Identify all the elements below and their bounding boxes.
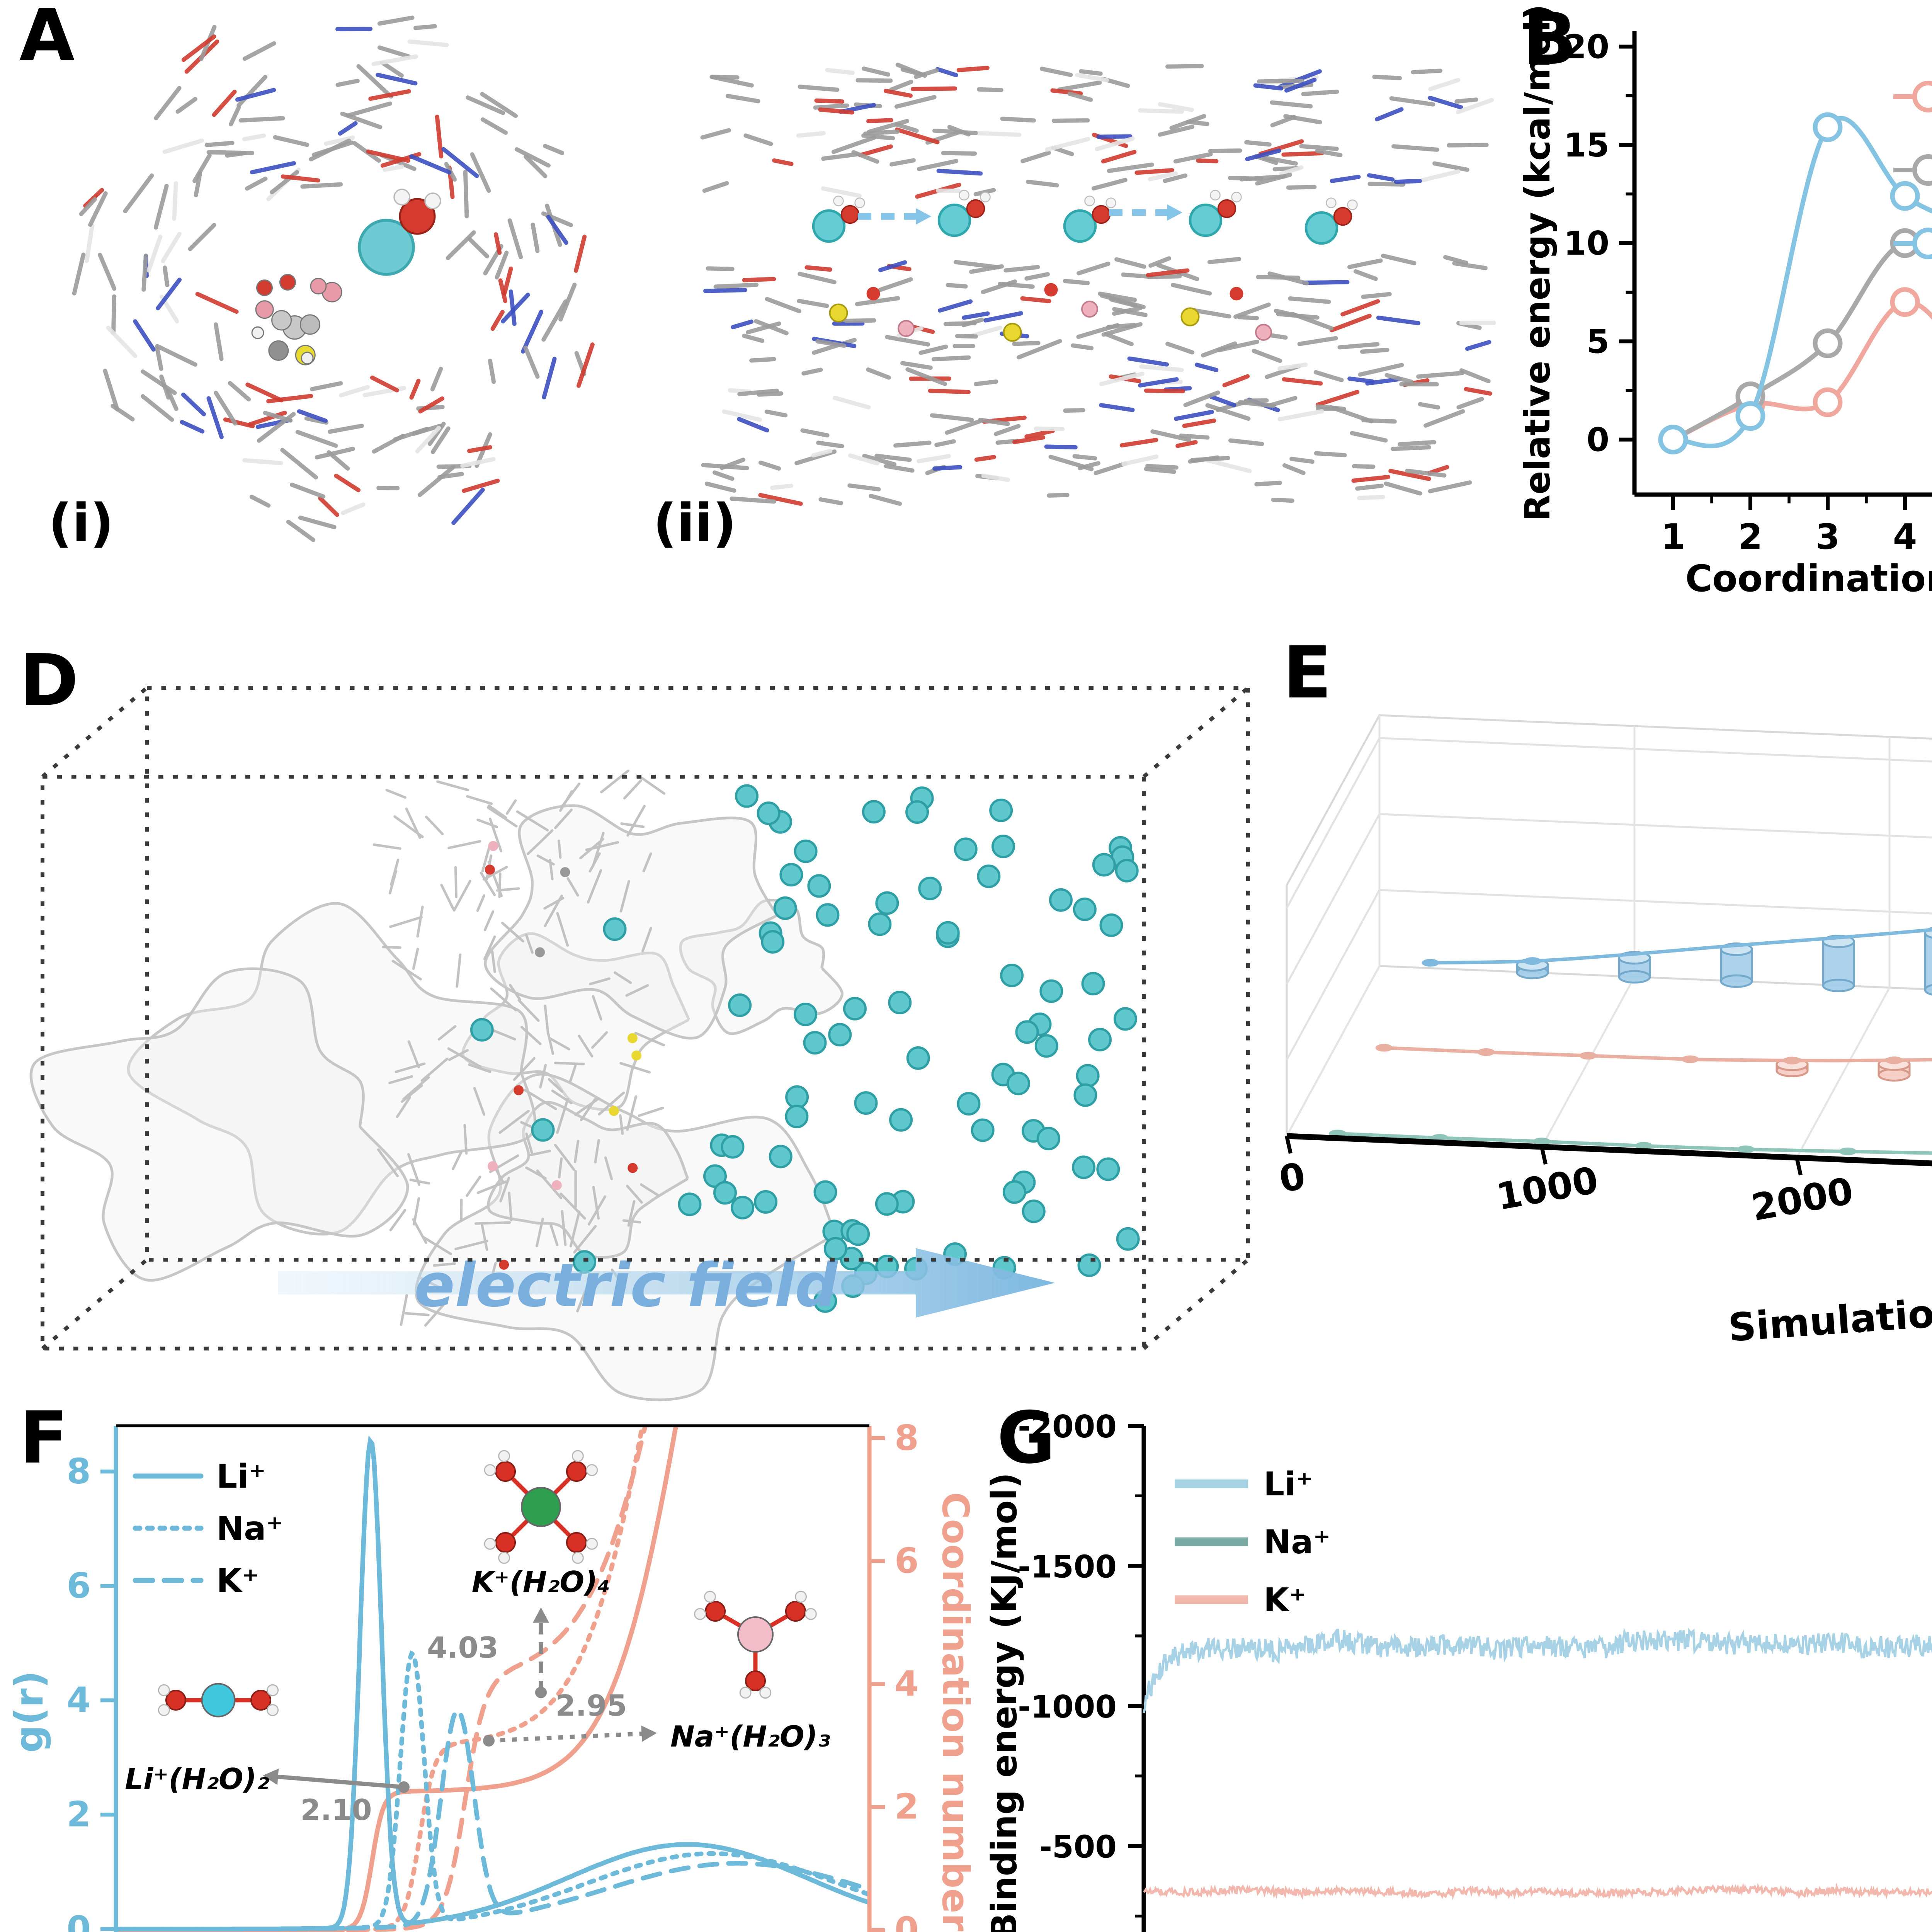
molecule-side-view xyxy=(700,63,1496,506)
panel-A-molecular-views xyxy=(72,15,1496,542)
svg-text:20: 20 xyxy=(1564,28,1609,66)
G-legend-2: K⁺ xyxy=(1264,1581,1306,1619)
panel-label-D: D xyxy=(19,639,79,723)
simulation-box-frame xyxy=(41,686,1250,1350)
svg-text:0: 0 xyxy=(1587,421,1609,459)
svg-text:6: 6 xyxy=(895,1541,919,1581)
panel-label-F: F xyxy=(19,1397,68,1480)
panel-label-A: A xyxy=(19,0,75,77)
svg-text:2: 2 xyxy=(66,1794,91,1835)
svg-text:5: 5 xyxy=(1587,323,1609,361)
B-xlabel: Coordination number xyxy=(1685,558,1932,600)
svg-text:15: 15 xyxy=(1564,126,1609,165)
svg-text:4: 4 xyxy=(1893,517,1917,557)
svg-text:4: 4 xyxy=(66,1680,91,1720)
G-ylabel: Binding energy (KJ/mol) xyxy=(984,1473,1025,1932)
F-mol-k-water xyxy=(484,1450,598,1564)
svg-text:8: 8 xyxy=(66,1451,91,1492)
panel-label-G: G xyxy=(997,1397,1056,1480)
F-ann-k-val: 4.03 xyxy=(427,1631,498,1665)
F-mol-li-water xyxy=(158,1683,279,1718)
panel-A-sub-ii: (ii) xyxy=(653,495,737,554)
panel-label-E: E xyxy=(1283,632,1332,715)
B-ylabel: Relative energy (kcal/mol) xyxy=(1517,4,1558,521)
svg-text:-2000: -2000 xyxy=(1018,1409,1117,1445)
svg-text:0: 0 xyxy=(895,1910,919,1932)
svg-text:2: 2 xyxy=(895,1787,919,1827)
F-ylabel-right: Coordination number xyxy=(934,1492,976,1932)
panel-G-binding-energy-chart: -2000-1500-1000-5000246810Simulation tim… xyxy=(984,1409,1932,1932)
F-ann-li-val: 2.10 xyxy=(300,1793,372,1827)
electric-field-arrow xyxy=(278,1248,1055,1318)
svg-text:3: 3 xyxy=(1816,517,1840,557)
svg-text:1: 1 xyxy=(1661,517,1685,557)
svg-text:8: 8 xyxy=(895,1418,919,1458)
svg-text:-1500: -1500 xyxy=(1018,1549,1117,1585)
panel-B-line-chart: 051015201234567Coordination numberRelati… xyxy=(1517,4,1932,600)
G-legend-0: Li⁺ xyxy=(1264,1465,1313,1503)
molecule-top-view xyxy=(72,15,595,542)
F-legend-2: K⁺ xyxy=(216,1562,259,1600)
svg-text:-1000: -1000 xyxy=(1018,1689,1117,1725)
svg-text:10: 10 xyxy=(1564,224,1609,263)
svg-text:0: 0 xyxy=(66,1908,91,1932)
E-frame xyxy=(1286,714,1932,1158)
F-ann-li: Li⁺(H₂O)₂ xyxy=(125,1762,269,1796)
F-ann-k: K⁺(H₂O)₄ xyxy=(472,1565,610,1599)
F-ann-na: Na⁺(H₂O)₃ xyxy=(670,1719,830,1753)
panel-D-simulation-box: electric field xyxy=(29,686,1250,1401)
panel-label-B: B xyxy=(1522,0,1577,81)
E-xlabel: Simulation Time (ps) xyxy=(1727,1274,1932,1350)
svg-text:0: 0 xyxy=(1276,1155,1308,1201)
svg-text:1000: 1000 xyxy=(1493,1159,1601,1218)
F-curves xyxy=(116,1426,869,1932)
panel-E-3d-bar-chart: 010002000300040005000Simulation Time (ps… xyxy=(1276,714,1932,1350)
F-legend-0: Li⁺ xyxy=(216,1458,266,1496)
svg-text:6: 6 xyxy=(66,1565,91,1606)
G-legend-1: Na⁺ xyxy=(1264,1523,1330,1561)
svg-text:4: 4 xyxy=(895,1663,919,1704)
panel-F-rdf-chart: 02468024680246r (Å)g(r)Coordination numb… xyxy=(7,1418,976,1932)
F-ylabel-left: g(r) xyxy=(7,1671,52,1753)
F-legend-1: Na⁺ xyxy=(216,1510,283,1548)
panel-A-sub-i: (i) xyxy=(48,495,114,554)
svg-text:2000: 2000 xyxy=(1748,1170,1856,1229)
E-row-Li⁺ xyxy=(1422,927,1932,996)
E-row-K⁺ xyxy=(1375,1044,1932,1082)
svg-text:2: 2 xyxy=(1738,517,1763,557)
F-ann-na-val: 2.95 xyxy=(555,1689,627,1723)
electric-field-label: electric field xyxy=(414,1250,838,1320)
F-mol-na-water xyxy=(694,1590,817,1699)
svg-text:-500: -500 xyxy=(1039,1829,1117,1865)
membrane-sticks xyxy=(372,769,666,1327)
